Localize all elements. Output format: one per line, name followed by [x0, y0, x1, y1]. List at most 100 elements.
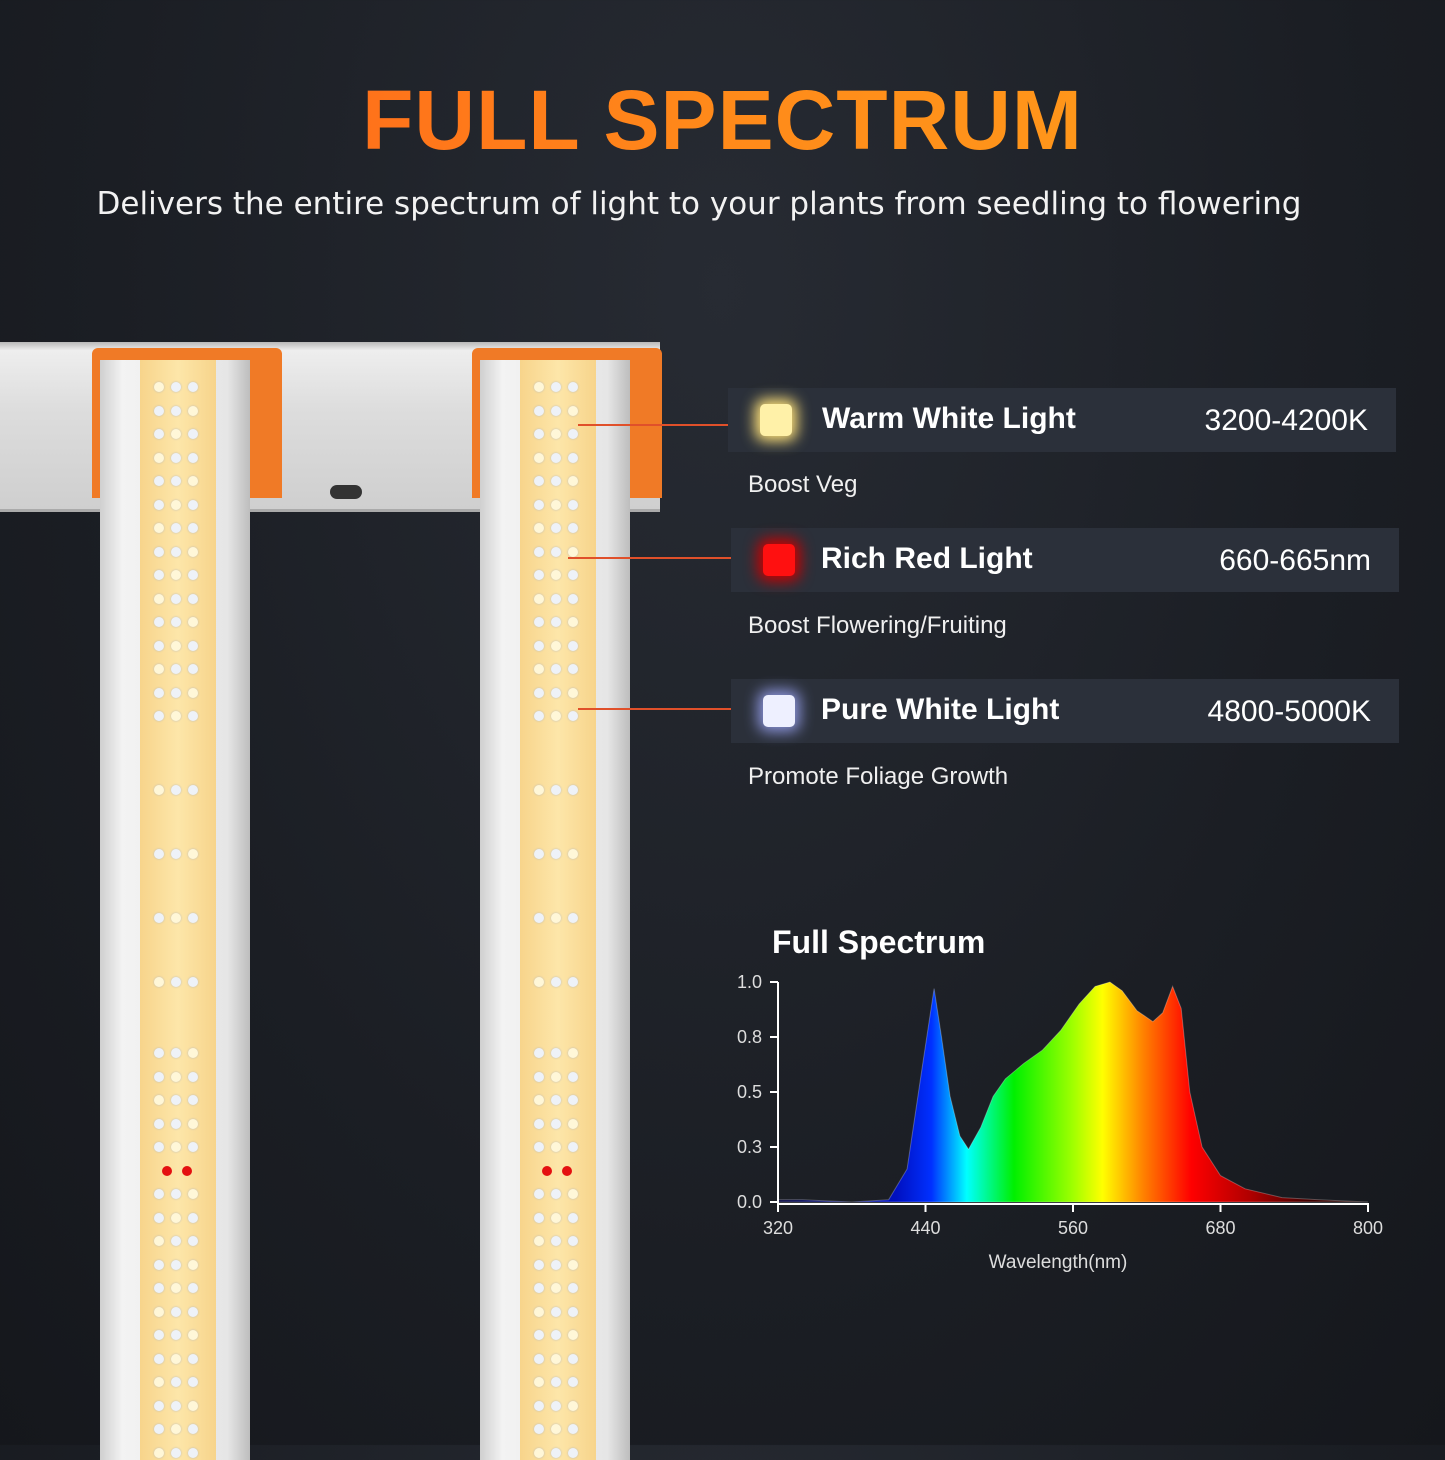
red-led-icon [763, 544, 795, 576]
white-led [534, 476, 544, 486]
white-led [188, 499, 198, 510]
white-led [154, 593, 164, 604]
white-led [568, 1071, 578, 1082]
white-led [534, 849, 544, 859]
white-led [171, 1259, 181, 1270]
chart-title: Full Spectrum [772, 924, 985, 960]
white-led [171, 1071, 181, 1082]
y-tick-label: 0.5 [737, 1082, 762, 1102]
white-led [154, 1189, 164, 1199]
white-led [171, 1330, 181, 1340]
white-led [171, 664, 181, 674]
white-led [188, 1306, 198, 1317]
white-led [551, 499, 561, 510]
light-row-red: Rich Red Light 660-665nm [731, 528, 1399, 592]
white-led [534, 1259, 544, 1270]
white-led [154, 523, 164, 533]
white-led [568, 1400, 578, 1411]
white-led [551, 1424, 561, 1434]
white-led [171, 640, 181, 651]
white-led [551, 1118, 561, 1129]
white-led [568, 687, 578, 698]
white-led [534, 1236, 544, 1246]
white-led [534, 1071, 544, 1082]
red-led [182, 1165, 192, 1176]
white-led [568, 1095, 578, 1105]
white-led [551, 429, 561, 439]
white-led [534, 1400, 544, 1411]
red-led [562, 1165, 572, 1176]
white-led [171, 1353, 181, 1364]
white-led [534, 1353, 544, 1364]
white-led [171, 1095, 181, 1105]
white-led [171, 452, 181, 463]
white-led [154, 499, 164, 510]
white-led [171, 1236, 181, 1246]
led-strip [140, 360, 216, 1460]
white-led [551, 785, 561, 795]
white-led [154, 640, 164, 651]
light-range: 3200-4200K [1204, 404, 1368, 437]
y-tick-label: 0.0 [737, 1192, 762, 1212]
white-led [154, 452, 164, 463]
white-led [551, 1377, 561, 1387]
white-led [188, 593, 198, 604]
white-led [534, 546, 544, 557]
white-led [568, 499, 578, 510]
led-strip [520, 360, 596, 1460]
white-led [551, 1189, 561, 1199]
white-led [171, 1424, 181, 1434]
white-led [568, 1283, 578, 1293]
white-led [568, 1259, 578, 1270]
x-tick-label: 560 [1058, 1218, 1088, 1238]
white-led [534, 1189, 544, 1199]
white-led [188, 977, 198, 987]
white-led [188, 382, 198, 392]
white-led [171, 1447, 181, 1458]
white-led [171, 913, 181, 923]
white-led [171, 1400, 181, 1411]
white-led [568, 711, 578, 721]
white-led [154, 429, 164, 439]
white-led [551, 1259, 561, 1270]
white-led [154, 1400, 164, 1411]
x-tick-label: 440 [910, 1218, 940, 1238]
light-range: 4800-5000K [1207, 695, 1371, 728]
white-led [188, 1283, 198, 1293]
white-led [534, 1118, 544, 1129]
warm-white-led-icon [760, 404, 792, 436]
white-led [534, 1212, 544, 1223]
white-led [188, 1142, 198, 1152]
white-led [568, 664, 578, 674]
light-range: 660-665nm [1219, 544, 1371, 577]
white-led [171, 476, 181, 486]
white-led [188, 1400, 198, 1411]
white-led [188, 1330, 198, 1340]
x-tick-label: 800 [1353, 1218, 1383, 1238]
white-led [171, 570, 181, 580]
white-led [534, 1424, 544, 1434]
white-led [154, 687, 164, 698]
white-led [171, 711, 181, 721]
white-led [568, 1048, 578, 1058]
white-led [154, 849, 164, 859]
white-led [568, 785, 578, 795]
light-name: Warm White Light [822, 402, 1076, 435]
page-subtitle: Delivers the entire spectrum of light to… [96, 186, 1302, 222]
white-led [188, 664, 198, 674]
white-led [171, 382, 181, 392]
white-led [534, 913, 544, 923]
white-led [568, 570, 578, 580]
white-led [188, 711, 198, 721]
white-led [534, 452, 544, 463]
white-led [154, 1118, 164, 1129]
white-led [568, 1424, 578, 1434]
white-led [154, 1306, 164, 1317]
white-led [188, 1071, 198, 1082]
white-led [154, 1330, 164, 1340]
white-led [171, 687, 181, 698]
white-led [568, 593, 578, 604]
white-led [154, 570, 164, 580]
white-led [534, 1048, 544, 1058]
